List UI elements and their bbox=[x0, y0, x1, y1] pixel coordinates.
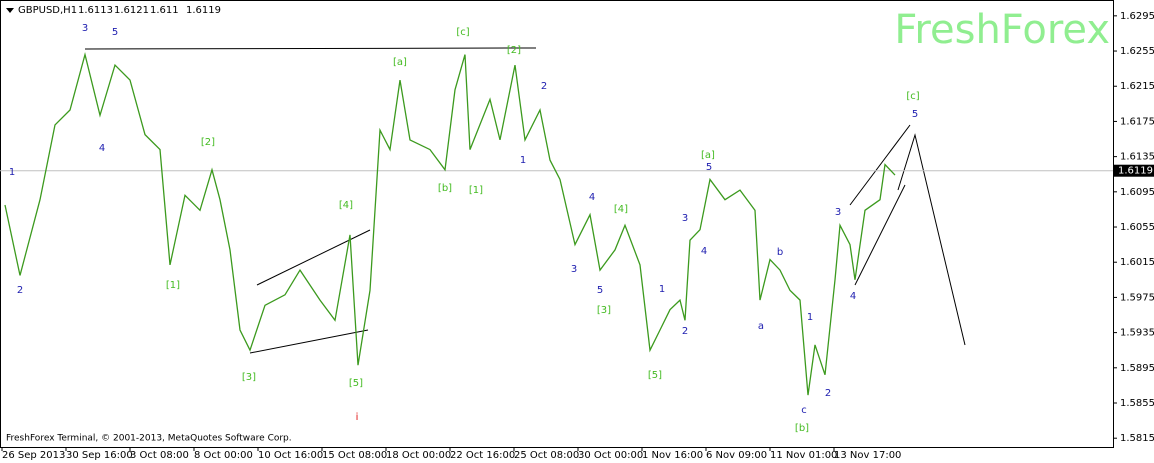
wave-label: [4] bbox=[339, 200, 353, 211]
wave-label: 2 bbox=[825, 388, 831, 399]
x-tick-label: 11 Nov 01:00 bbox=[770, 450, 837, 461]
y-tick-label: 1.6255 bbox=[1120, 46, 1154, 57]
wave-label: 2 bbox=[17, 285, 23, 296]
x-tick-label: 8 Oct 00:00 bbox=[194, 450, 253, 461]
y-tick-label: 1.6135 bbox=[1120, 152, 1154, 163]
wave-label: 5 bbox=[912, 109, 918, 120]
wave-label: [3] bbox=[597, 305, 611, 316]
x-tick-label: 25 Oct 08:00 bbox=[514, 450, 579, 461]
wave-label: [b] bbox=[438, 183, 452, 194]
y-tick-label: 1.6175 bbox=[1120, 116, 1154, 127]
wedge-line bbox=[854, 184, 906, 286]
wave-label: [4] bbox=[614, 204, 628, 215]
x-tick-label: 3 Oct 08:00 bbox=[130, 450, 189, 461]
wave-label: [3] bbox=[242, 372, 256, 383]
wedge-line bbox=[849, 124, 911, 206]
wave-label: a bbox=[758, 321, 764, 332]
wave-label: [1] bbox=[166, 280, 180, 291]
wave-label: 3 bbox=[82, 23, 88, 34]
x-tick-label: 30 Sep 16:00 bbox=[66, 450, 133, 461]
wave-label: 4 bbox=[99, 143, 105, 154]
wave-label: 4 bbox=[701, 246, 707, 257]
footer: FreshForex Terminal, © 2001-2013, MetaQu… bbox=[6, 434, 292, 444]
resistance-line bbox=[84, 47, 537, 50]
y-tick-label: 1.6015 bbox=[1120, 257, 1154, 268]
wave-label: 3 bbox=[571, 264, 577, 275]
wave-label: [a] bbox=[701, 150, 715, 161]
x-tick-label: 1 Nov 16:00 bbox=[642, 450, 703, 461]
wave-label: [5] bbox=[648, 370, 662, 381]
wave-label: c bbox=[801, 405, 807, 416]
wave-label: 2 bbox=[682, 326, 688, 337]
y-tick-label: 1.6095 bbox=[1120, 187, 1154, 198]
x-tick-label: 18 Oct 00:00 bbox=[386, 450, 451, 461]
price-line bbox=[4, 52, 896, 396]
x-tick-label: 10 Oct 16:00 bbox=[258, 450, 323, 461]
y-tick-label: 1.5935 bbox=[1120, 328, 1154, 339]
x-tick-label: 6 Nov 09:00 bbox=[706, 450, 767, 461]
triangle-line bbox=[249, 329, 369, 354]
wave-label: 5 bbox=[112, 27, 118, 38]
y-tick-label: 1.5975 bbox=[1120, 292, 1154, 303]
plot-frame bbox=[0, 0, 1114, 448]
wave-label: 3 bbox=[835, 207, 841, 218]
forecast-line bbox=[897, 133, 966, 346]
wave-label: [a] bbox=[393, 57, 407, 68]
wave-label: i bbox=[356, 412, 359, 423]
y-tick-label: 1.5895 bbox=[1120, 363, 1154, 374]
wave-label: [1] bbox=[469, 185, 483, 196]
wave-label: [2] bbox=[201, 137, 215, 148]
x-tick-label: 15 Oct 08:00 bbox=[322, 450, 387, 461]
wave-label: [5] bbox=[349, 378, 363, 389]
y-tick-label: 1.6055 bbox=[1120, 222, 1154, 233]
wave-label: 2 bbox=[541, 81, 547, 92]
watermark: FreshForex bbox=[894, 7, 1110, 53]
wave-label: b bbox=[777, 247, 783, 258]
low: 1.611 bbox=[150, 5, 179, 16]
wave-label: [b] bbox=[795, 423, 809, 434]
wave-label: 5 bbox=[706, 162, 712, 173]
wave-label: 1 bbox=[807, 312, 813, 323]
y-tick-label: 1.6215 bbox=[1120, 81, 1154, 92]
wave-label: [c] bbox=[906, 91, 919, 102]
high: 1.6121 bbox=[114, 5, 149, 16]
current-price-label: 1.6119 bbox=[1118, 166, 1153, 177]
x-tick-label: 26 Sep 2013 bbox=[2, 450, 65, 461]
triangle-line bbox=[256, 229, 371, 286]
wave-lines bbox=[84, 47, 966, 354]
menu-arrow bbox=[6, 8, 14, 13]
wave-label: 4 bbox=[850, 291, 856, 302]
y-tick-label: 1.5855 bbox=[1120, 398, 1154, 409]
symbol: GBPUSD,H1 bbox=[18, 5, 77, 16]
y-tick-label: 1.5815 bbox=[1120, 433, 1154, 444]
x-tick-label: 30 Oct 00:00 bbox=[578, 450, 643, 461]
close: 1.6119 bbox=[186, 5, 221, 16]
wave-label: [2] bbox=[507, 45, 521, 56]
wave-label: 3 bbox=[682, 213, 688, 224]
wave-label: 4 bbox=[589, 192, 595, 203]
current-price-box bbox=[1114, 164, 1154, 177]
wave-label: 1 bbox=[659, 284, 665, 295]
x-tick-label: 13 Nov 17:00 bbox=[834, 450, 901, 461]
x-tick-label: 22 Oct 16:00 bbox=[450, 450, 515, 461]
wave-label: 5 bbox=[597, 285, 603, 296]
wave-label: 1 bbox=[520, 155, 526, 166]
wave-label: [c] bbox=[456, 27, 469, 38]
wave-label: 1 bbox=[9, 167, 15, 178]
y-tick-label: 1.6295 bbox=[1120, 11, 1154, 22]
open: 1.6113 bbox=[78, 5, 113, 16]
